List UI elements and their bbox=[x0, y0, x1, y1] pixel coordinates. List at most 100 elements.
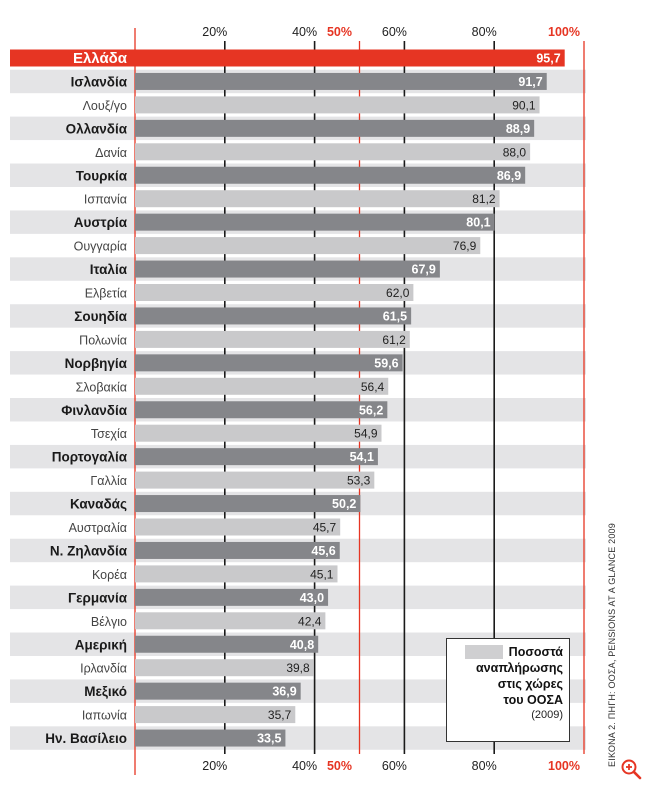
bar-25 bbox=[135, 612, 326, 630]
value-label-15: 56,4 bbox=[361, 380, 385, 394]
value-label-18: 54,1 bbox=[350, 450, 374, 464]
bottom-tick-label-80: 80% bbox=[472, 759, 497, 773]
bar-26 bbox=[135, 635, 319, 653]
category-label-19: Γαλλία bbox=[90, 474, 127, 488]
category-label-3: Λουξ/γο bbox=[83, 99, 127, 113]
bar-12 bbox=[135, 307, 412, 325]
category-label-27: Ιρλανδία bbox=[80, 662, 127, 676]
value-label-30: 33,5 bbox=[257, 732, 281, 746]
category-label-14: Νορβηγία bbox=[65, 356, 128, 371]
value-label-3: 90,1 bbox=[512, 98, 536, 112]
category-label-26: Αμερική bbox=[75, 637, 127, 652]
value-label-25: 42,4 bbox=[298, 614, 322, 628]
top-tick-label-40: 40% bbox=[292, 25, 317, 39]
category-label-21: Αυστραλία bbox=[69, 521, 127, 535]
category-label-22: Ν. Ζηλανδία bbox=[50, 543, 128, 558]
value-label-11: 62,0 bbox=[386, 286, 410, 300]
bar-16 bbox=[135, 401, 388, 419]
value-label-14: 59,6 bbox=[374, 356, 398, 370]
bottom-tick-label-100: 100% bbox=[548, 759, 580, 773]
category-label-10: Ιταλία bbox=[90, 262, 128, 277]
category-label-23: Κορέα bbox=[92, 568, 127, 582]
bar-18 bbox=[135, 448, 378, 466]
top-tick-label-80: 80% bbox=[472, 25, 497, 39]
category-label-29: Ιαπωνία bbox=[82, 709, 127, 723]
top-tick-label-20: 20% bbox=[202, 25, 227, 39]
value-label-13: 61,2 bbox=[382, 333, 406, 347]
value-label-22: 45,6 bbox=[311, 544, 335, 558]
bar-22 bbox=[135, 541, 340, 559]
category-label-16: Φινλανδία bbox=[61, 403, 127, 418]
bar-14 bbox=[135, 354, 403, 372]
source-credit-text: ΕΙΚΟΝΑ 2. ΠΗΓΗ: ΟΟΣΑ, PENSIONS AT A GLAN… bbox=[607, 523, 617, 767]
bar-24 bbox=[135, 588, 329, 606]
category-label-20: Καναδάς bbox=[70, 497, 127, 512]
legend-title-line-4: του ΟΟΣΑ bbox=[503, 693, 563, 707]
value-label-8: 80,1 bbox=[466, 216, 490, 230]
legend-year: (2009) bbox=[531, 709, 563, 721]
value-label-17: 54,9 bbox=[354, 427, 378, 441]
top-tick-label-50: 50% bbox=[327, 25, 352, 39]
value-label-4: 88,9 bbox=[506, 122, 530, 136]
category-label-18: Πορτογαλία bbox=[52, 450, 128, 465]
bar-27 bbox=[135, 659, 314, 677]
bar-5 bbox=[135, 143, 531, 161]
category-label-28: Μεξικό bbox=[84, 684, 127, 699]
bottom-tick-label-40: 40% bbox=[292, 759, 317, 773]
legend-swatch bbox=[464, 645, 503, 659]
bar-20 bbox=[135, 495, 361, 513]
category-label-13: Πολωνία bbox=[79, 333, 127, 347]
category-label-24: Γερμανία bbox=[68, 590, 128, 605]
value-label-12: 61,5 bbox=[383, 309, 407, 323]
value-label-28: 36,9 bbox=[272, 685, 296, 699]
bottom-tick-label-20: 20% bbox=[202, 759, 227, 773]
bar-11 bbox=[135, 284, 414, 301]
top-tick-label-60: 60% bbox=[382, 25, 407, 39]
zoom-in-icon[interactable] bbox=[620, 758, 642, 780]
value-label-23: 45,1 bbox=[310, 567, 334, 581]
value-label-7: 81,2 bbox=[472, 192, 496, 206]
category-label-30: Ην. Βασίλειο bbox=[45, 731, 127, 746]
bar-3 bbox=[135, 96, 540, 114]
top-tick-label-100: 100% bbox=[548, 25, 580, 39]
value-label-27: 39,8 bbox=[286, 661, 310, 675]
value-label-9: 76,9 bbox=[453, 239, 477, 253]
legend-title-line-3: στις χώρες bbox=[497, 677, 563, 691]
bar-23 bbox=[135, 565, 338, 583]
category-label-6: Τουρκία bbox=[76, 168, 128, 183]
bar-29 bbox=[135, 706, 296, 724]
value-label-24: 43,0 bbox=[300, 591, 324, 605]
category-label-2: Ισλανδία bbox=[71, 74, 128, 89]
value-label-10: 67,9 bbox=[412, 263, 436, 277]
bar-10 bbox=[135, 260, 440, 278]
bar-6 bbox=[135, 166, 526, 184]
value-label-20: 50,2 bbox=[332, 497, 356, 511]
bar-8 bbox=[135, 213, 495, 231]
bar-28 bbox=[135, 682, 301, 700]
value-label-5: 88,0 bbox=[503, 145, 527, 159]
category-label-15: Σλοβακία bbox=[76, 380, 127, 394]
value-label-2: 91,7 bbox=[518, 75, 542, 89]
category-label-1: Ελλάδα bbox=[73, 50, 128, 67]
bar-13 bbox=[135, 330, 410, 348]
category-label-5: Δανία bbox=[95, 146, 127, 160]
legend-title-line-2: αναπλήρωσης bbox=[476, 661, 563, 675]
bottom-tick-label-50: 50% bbox=[327, 759, 352, 773]
value-label-1: 95,7 bbox=[536, 52, 560, 66]
value-label-16: 56,2 bbox=[359, 403, 383, 417]
value-label-29: 35,7 bbox=[268, 708, 292, 722]
category-label-12: Σουηδία bbox=[74, 309, 127, 324]
legend-title-line-1: Ποσοστά bbox=[508, 645, 563, 659]
category-label-17: Τσεχία bbox=[91, 427, 127, 441]
bar-19 bbox=[135, 471, 375, 489]
category-label-7: Ισπανία bbox=[84, 193, 127, 207]
category-label-8: Αυστρία bbox=[74, 215, 128, 230]
value-label-6: 86,9 bbox=[497, 169, 521, 183]
bar-2 bbox=[135, 72, 547, 90]
category-label-9: Ουγγαρία bbox=[74, 240, 127, 254]
category-label-25: Βέλγιο bbox=[91, 615, 127, 629]
value-label-21: 45,7 bbox=[313, 521, 337, 535]
bar-30 bbox=[135, 729, 286, 747]
bar-7 bbox=[135, 190, 500, 208]
